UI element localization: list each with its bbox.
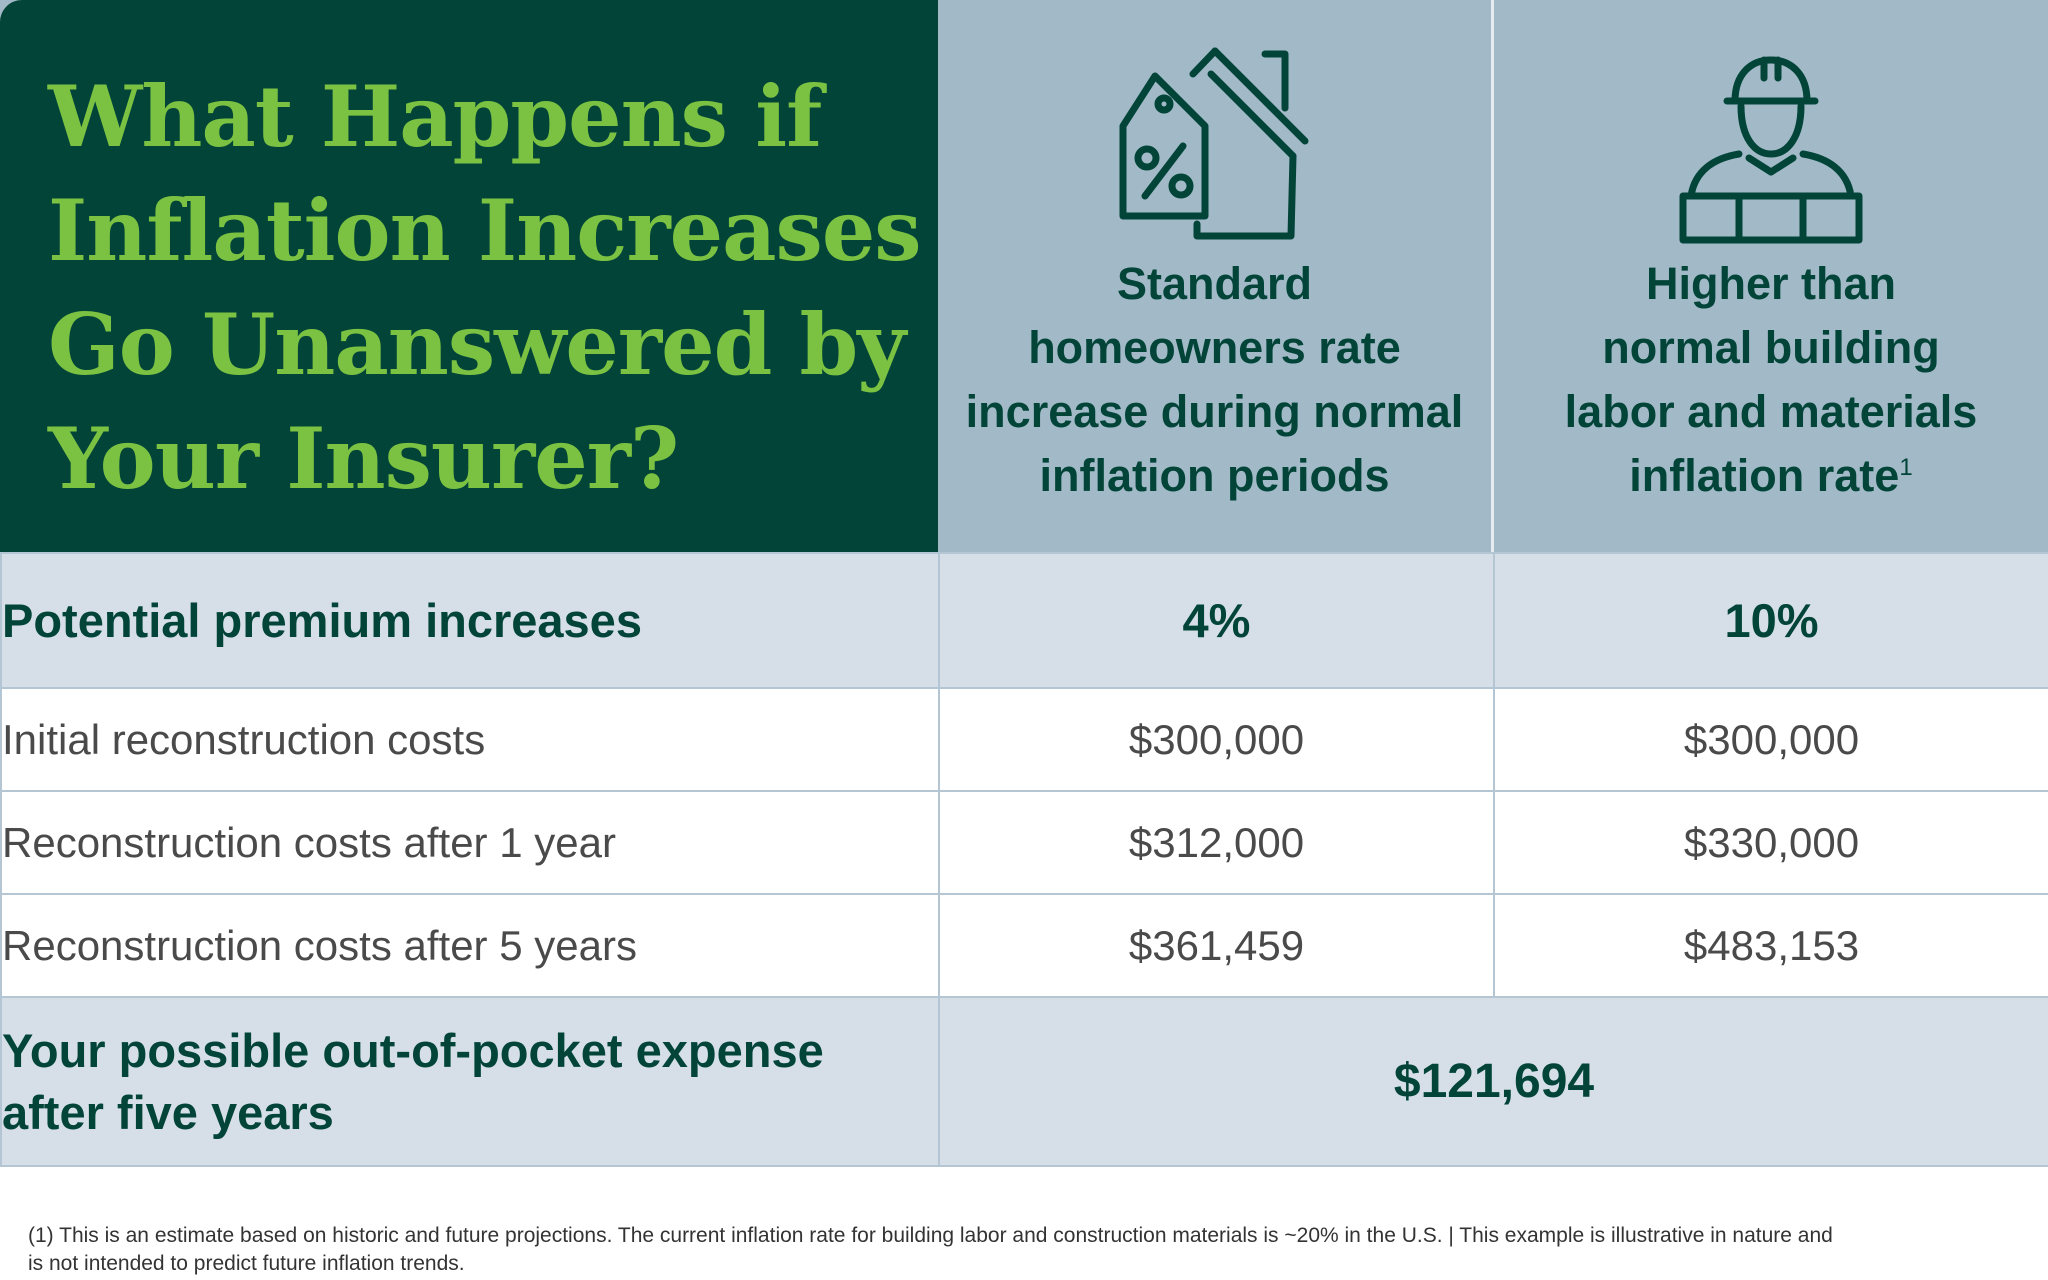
cell-higher-value: $483,153	[1493, 893, 2048, 998]
footnote-line: (1) This is an estimate based on histori…	[28, 1224, 1833, 1247]
header-label-line: labor and materials	[1564, 386, 1978, 437]
row-label-line: after five years	[2, 1085, 334, 1139]
title-line: Inflation Increases	[48, 181, 922, 280]
cell-standard-value: 4%	[938, 552, 1495, 689]
header-label-line: Standard	[1116, 258, 1313, 309]
header-column-divider	[1491, 0, 1494, 552]
header-label-line: normal building	[1602, 322, 1940, 373]
construction-worker-bricks-icon	[1494, 46, 2048, 246]
table-row-year1: Reconstruction costs after 1 year $312,0…	[0, 790, 2048, 895]
cell-higher-value: $330,000	[1493, 790, 2048, 895]
column-header-label: Standard homeowners rate increase during…	[938, 252, 1491, 508]
row-label: Reconstruction costs after 1 year	[0, 790, 940, 895]
page-title: What Happens if Inflation Increases Go U…	[48, 60, 928, 516]
row-label: Reconstruction costs after 5 years	[0, 893, 940, 998]
header-band: What Happens if Inflation Increases Go U…	[0, 0, 2048, 552]
cell-higher-value: $300,000	[1493, 687, 2048, 792]
comparison-table: Potential premium increases 4% 10% Initi…	[0, 552, 2048, 1167]
header-label-line: inflation periods	[1039, 450, 1390, 501]
column-header-label: Higher than normal building labor and ma…	[1494, 252, 2048, 508]
header-label-line: inflation rate1	[1504, 444, 2038, 508]
cell-standard-value: $361,459	[938, 893, 1495, 998]
table-row-premium: Potential premium increases 4% 10%	[0, 552, 2048, 689]
footnote-line: is not intended to predict future inflat…	[28, 1252, 465, 1275]
table-row-year5: Reconstruction costs after 5 years $361,…	[0, 893, 2048, 998]
row-label: Your possible out-of-pocket expense afte…	[0, 996, 940, 1167]
column-header-standard: Standard homeowners rate increase during…	[938, 0, 1491, 552]
title-panel: What Happens if Inflation Increases Go U…	[0, 0, 938, 552]
cell-standard-value: $312,000	[938, 790, 1495, 895]
footnote: (1) This is an estimate based on histori…	[28, 1222, 2028, 1278]
row-label-line: Your possible out-of-pocket expense	[2, 1023, 824, 1077]
cell-total-value: $121,694	[938, 996, 2048, 1167]
header-label-line: homeowners rate	[1028, 322, 1401, 373]
cell-standard-value: $300,000	[938, 687, 1495, 792]
house-price-tag-percent-icon	[938, 46, 1491, 246]
row-label: Potential premium increases	[0, 552, 940, 689]
header-label-line: Higher than	[1645, 258, 1896, 309]
header-label-text: inflation rate	[1629, 450, 1900, 501]
title-line: What Happens if	[48, 67, 822, 166]
title-line: Go Unanswered by	[48, 295, 906, 394]
table-row-initial: Initial reconstruction costs $300,000 $3…	[0, 687, 2048, 792]
footnote-marker: 1	[1899, 454, 1913, 481]
title-line: Your Insurer?	[48, 409, 679, 508]
column-header-higher: Higher than normal building labor and ma…	[1494, 0, 2048, 552]
header-label-line: increase during normal	[965, 386, 1464, 437]
row-label: Initial reconstruction costs	[0, 687, 940, 792]
cell-higher-value: 10%	[1493, 552, 2048, 689]
table-row-total: Your possible out-of-pocket expense afte…	[0, 996, 2048, 1167]
